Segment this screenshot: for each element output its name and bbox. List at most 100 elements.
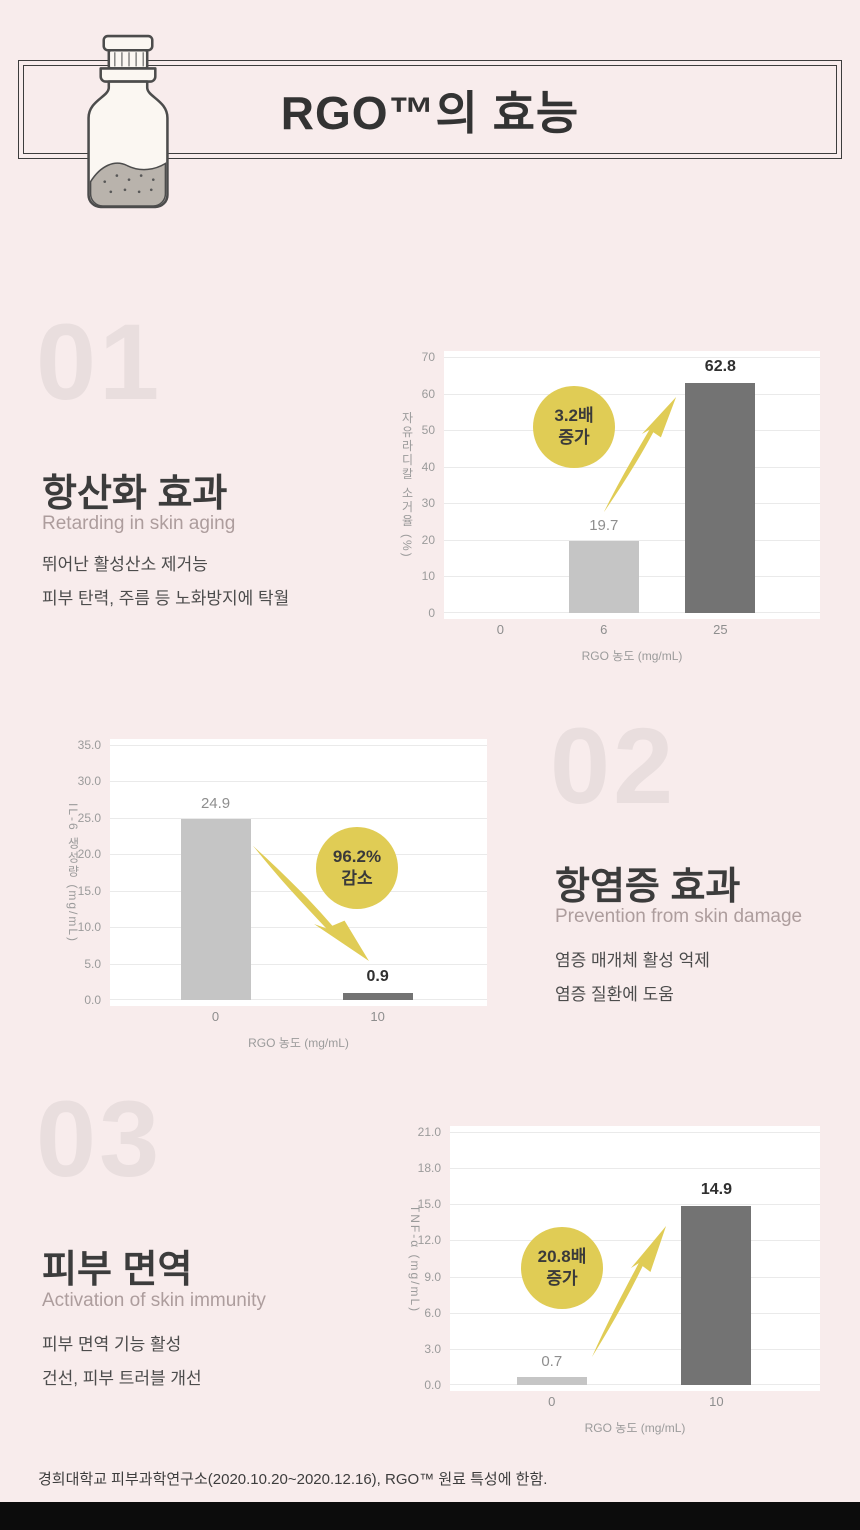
gridline bbox=[110, 781, 487, 783]
cork-hatching bbox=[114, 52, 144, 67]
y-tick-label: 3.0 bbox=[424, 1341, 441, 1356]
section-body-anti-inflammation: 염증 매개체 활성 억제 염증 질환에 도움 bbox=[555, 944, 710, 1012]
chart-plot-area: 자유라디칼 소거율 (%) RGO 농도 (mg/mL) 3.2배 증가 0 10… bbox=[400, 350, 820, 663]
bar-value-label: 62.8 bbox=[704, 358, 736, 376]
bar-value-label: 0.7 bbox=[541, 1352, 563, 1370]
y-tick-label: 0 bbox=[428, 606, 435, 620]
powder-dots bbox=[103, 174, 155, 194]
decrease-arrow-icon bbox=[253, 845, 369, 961]
bar-25 bbox=[685, 383, 756, 613]
gridline bbox=[450, 1384, 820, 1385]
body-line: 건선, 피부 트러블 개선 bbox=[42, 1369, 202, 1388]
section-body-skin-immunity: 피부 면역 기능 활성 건선, 피부 트러블 개선 bbox=[42, 1328, 202, 1396]
y-axis-label: IL-6 생성량 (mg/mL) bbox=[66, 802, 80, 943]
gridline bbox=[444, 430, 820, 432]
gridline bbox=[450, 1312, 820, 1314]
section-subtitle-anti-inflammation: Prevention from skin damage bbox=[555, 906, 803, 927]
chart-anti-inflammation: IL-6 생성량 (mg/mL) RGO 농도 (mg/mL) 96.2% 감소… bbox=[60, 738, 495, 1053]
page-title: RGO™의 효능 bbox=[280, 86, 580, 139]
y-tick-label: 30 bbox=[421, 496, 435, 511]
y-tick-label: 50 bbox=[421, 423, 435, 438]
increase-arrow-icon bbox=[591, 1226, 667, 1358]
gridline bbox=[444, 393, 820, 395]
section-body-antioxidant: 뛰어난 활성산소 제거능 피부 탄력, 주름 등 노화방지에 탁월 bbox=[42, 548, 289, 616]
body-line: 뛰어난 활성산소 제거능 bbox=[42, 555, 208, 574]
x-tick-label: 0 bbox=[211, 1009, 220, 1024]
bar-value-label: 14.9 bbox=[700, 1180, 732, 1198]
chart-plot-area: IL-6 생성량 (mg/mL) RGO 농도 (mg/mL) 96.2% 감소… bbox=[66, 738, 487, 1050]
gridline bbox=[110, 963, 487, 965]
section-title-antioxidant: 항산화 효과 bbox=[42, 473, 228, 515]
gridline bbox=[110, 999, 487, 1000]
section-number-02: 02 bbox=[550, 705, 677, 826]
y-tick-label: 10 bbox=[421, 569, 435, 584]
badge-line-2: 증가 bbox=[546, 1269, 578, 1288]
chart-antioxidant: 자유라디칼 소거율 (%) RGO 농도 (mg/mL) 3.2배 증가 0 10… bbox=[398, 350, 828, 665]
chart-background bbox=[110, 739, 487, 1006]
body-line: 피부 면역 기능 활성 bbox=[42, 1335, 182, 1354]
x-tick-label: 0 bbox=[496, 622, 505, 637]
section-number-01: 01 bbox=[36, 301, 163, 422]
increase-arrow-icon bbox=[603, 397, 677, 513]
y-tick-label: 15.0 bbox=[77, 883, 101, 898]
gridline bbox=[450, 1132, 820, 1133]
gridline bbox=[450, 1168, 820, 1170]
gridline bbox=[110, 745, 487, 746]
y-tick-label: 15.0 bbox=[417, 1197, 441, 1212]
y-tick-label: 18.0 bbox=[417, 1161, 441, 1176]
bar-10 bbox=[681, 1205, 752, 1385]
x-axis-label: RGO 농도 (mg/mL) bbox=[584, 1421, 686, 1435]
y-tick-label: 10.0 bbox=[77, 920, 101, 935]
bar-0 bbox=[516, 1376, 587, 1385]
x-axis-label: RGO 농도 (mg/mL) bbox=[248, 1036, 349, 1050]
x-axis-label: RGO 농도 (mg/mL) bbox=[581, 649, 683, 663]
x-tick-label: 0 bbox=[548, 1394, 556, 1409]
body-line: 피부 탄력, 주름 등 노화방지에 탁월 bbox=[42, 589, 290, 608]
badge-line-1: 20.8배 bbox=[537, 1246, 587, 1266]
section-subtitle-antioxidant: Retarding in skin aging bbox=[42, 513, 236, 534]
chart-skin-immunity: TNF-α (mg/mL) RGO 농도 (mg/mL) 20.8배 증가 0.… bbox=[400, 1125, 830, 1440]
badge-line-1: 3.2배 bbox=[554, 405, 594, 425]
body-line: 염증 매개체 활성 억제 bbox=[555, 951, 710, 970]
bar-value-label: 19.7 bbox=[589, 516, 619, 534]
gridline bbox=[450, 1204, 820, 1206]
y-tick-label: 6.0 bbox=[424, 1305, 441, 1320]
x-tick-label: 25 bbox=[713, 622, 728, 637]
gridline bbox=[444, 539, 820, 541]
y-tick-label: 20.0 bbox=[77, 847, 101, 862]
y-tick-label: 25.0 bbox=[77, 810, 101, 825]
header-frame-inner: RGO™의 효능 bbox=[23, 65, 837, 154]
change-badge: 3.2배 증가 bbox=[533, 386, 615, 468]
badge-line-2: 증가 bbox=[558, 428, 590, 447]
gridline bbox=[444, 503, 820, 505]
gridline bbox=[110, 817, 487, 819]
y-tick-label: 0.0 bbox=[424, 1378, 441, 1392]
bar-6 bbox=[568, 540, 639, 613]
y-tick-label: 70 bbox=[421, 350, 435, 364]
gridline bbox=[450, 1240, 820, 1242]
y-tick-label: 40 bbox=[421, 459, 435, 474]
y-tick-label: 30.0 bbox=[77, 774, 101, 789]
powder-pile bbox=[89, 162, 167, 207]
source-note: 경희대학교 피부과학연구소(2020.10.20~2020.12.16), RG… bbox=[38, 1471, 548, 1488]
bottom-bar bbox=[0, 1502, 860, 1530]
y-tick-label: 35.0 bbox=[77, 738, 101, 752]
change-badge: 20.8배 증가 bbox=[521, 1227, 603, 1309]
chart-plot-area: TNF-α (mg/mL) RGO 농도 (mg/mL) 20.8배 증가 0.… bbox=[408, 1125, 820, 1435]
y-tick-label: 5.0 bbox=[84, 956, 101, 971]
y-tick-label: 9.0 bbox=[424, 1269, 441, 1284]
gridline bbox=[444, 357, 820, 358]
y-tick-label: 60 bbox=[421, 386, 435, 401]
section-number-03: 03 bbox=[36, 1078, 163, 1199]
bar-10 bbox=[342, 993, 413, 1000]
badge-line-1: 96.2% bbox=[332, 846, 382, 866]
badge-line-2: 감소 bbox=[341, 869, 373, 888]
x-tick-label: 6 bbox=[600, 622, 608, 637]
y-tick-label: 20 bbox=[421, 532, 435, 547]
gridline bbox=[110, 854, 487, 856]
section-subtitle-skin-immunity: Activation of skin immunity bbox=[42, 1290, 266, 1311]
bar-0 bbox=[180, 818, 251, 1000]
y-axis-label: 자유라디칼 소거율 (%) bbox=[400, 411, 414, 559]
bar-value-label: 24.9 bbox=[200, 794, 231, 812]
